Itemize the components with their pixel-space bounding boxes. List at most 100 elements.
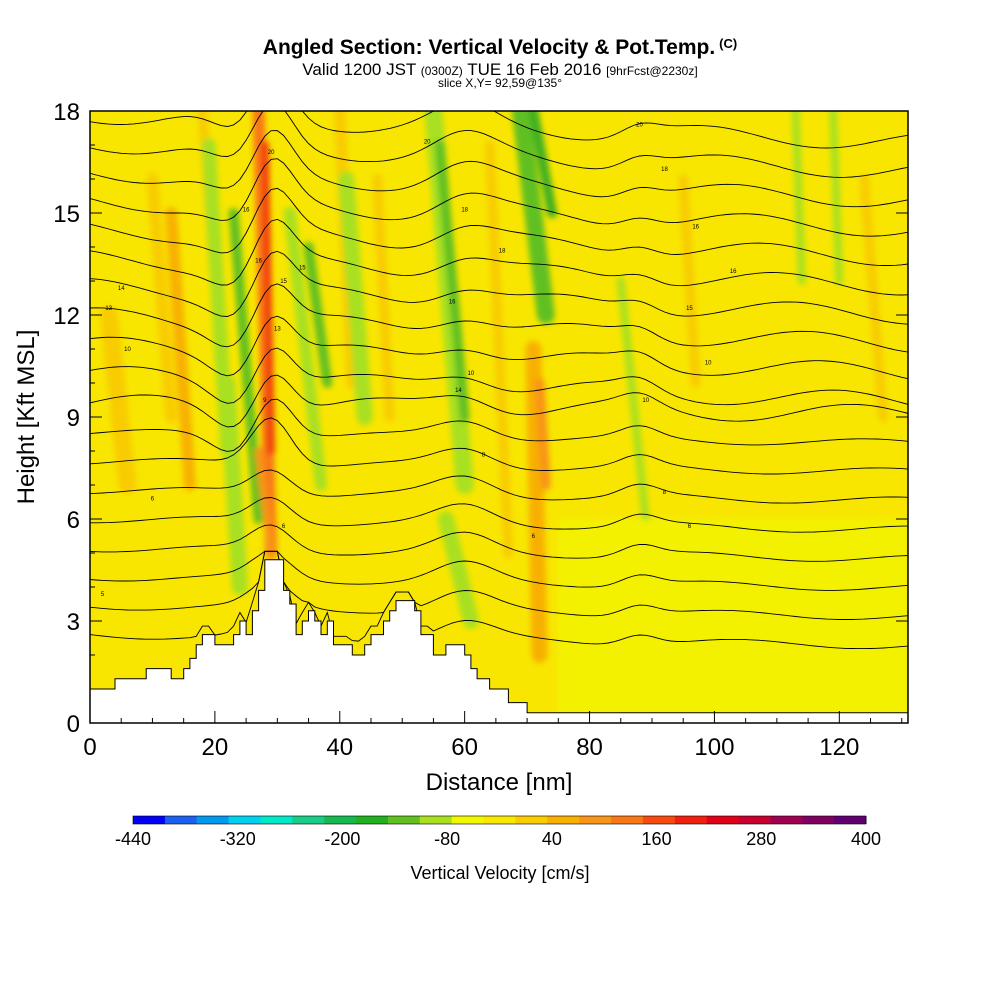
- colorbar-swatch: [356, 816, 389, 824]
- colorbar-tick-label: -80: [434, 829, 460, 849]
- contour-label: 10: [705, 361, 712, 367]
- y-tick-label: 12: [53, 303, 80, 330]
- contour-label: 13: [274, 327, 281, 333]
- colorbar-swatch: [579, 816, 612, 824]
- theta-contour: [90, 250, 908, 325]
- contour-label: 5: [101, 592, 105, 598]
- contour-label: 15: [299, 265, 306, 271]
- theta-contour: [90, 497, 908, 533]
- colorbar-swatch: [164, 816, 198, 824]
- contour-label: 8: [663, 490, 667, 496]
- title-unit-tag: (C): [719, 36, 738, 51]
- colorbar-swatch: [228, 816, 261, 824]
- contour-label: 10: [124, 347, 131, 353]
- theta-contour: [90, 315, 908, 380]
- theta-contour: [90, 218, 908, 296]
- colorbar-swatch: [611, 816, 644, 824]
- colorbar-swatch: [451, 816, 485, 824]
- velocity-band: [616, 277, 650, 523]
- theta-contour: [90, 347, 908, 406]
- colorbar-swatch: [802, 816, 835, 824]
- velocity-band: [678, 174, 701, 388]
- contour-label: 16: [692, 225, 699, 231]
- velocity-band: [434, 140, 470, 422]
- contour-label: 16: [243, 208, 250, 214]
- velocity-band: [165, 207, 196, 491]
- velocity-band: [829, 111, 844, 285]
- colorbar-swatch: [738, 816, 771, 824]
- colorbar-swatch: [324, 816, 357, 824]
- contour-label: 15: [686, 306, 693, 312]
- y-tick-label: 0: [67, 711, 80, 738]
- x-tick-label: 40: [326, 734, 353, 761]
- velocity-band: [283, 207, 328, 491]
- colorbar: -440 -320 -200 -80 40 160 280 400: [115, 815, 881, 849]
- velocity-band: [511, 111, 555, 324]
- x-tick-label: 0: [83, 734, 96, 761]
- theta-contour: [90, 283, 908, 353]
- colorbar-tick-label: 160: [642, 829, 672, 849]
- contour-label: 6: [532, 534, 536, 540]
- x-tick-label: 20: [202, 734, 229, 761]
- contour-label: 6: [688, 524, 692, 530]
- contour-label: 16: [255, 259, 262, 265]
- velocity-band: [484, 140, 514, 558]
- velocity-band: [99, 306, 137, 494]
- theta-contour: [90, 374, 908, 428]
- x-tick-label: 60: [451, 734, 478, 761]
- x-axis: 0 20 40 60 80 100 120: [83, 711, 903, 761]
- velocity-band: [219, 375, 248, 595]
- colorbar-tick-label: -440: [115, 829, 151, 849]
- velocity-band: [525, 341, 548, 663]
- contour-labels: 5 6 10 13 14 9 6 13 15 15 16 16 20 20 18 18 16 14 10 8 6 20 18…: [101, 123, 737, 598]
- velocity-band: [791, 111, 806, 285]
- velocity-band: [859, 174, 889, 422]
- colorbar-swatch: [196, 816, 230, 824]
- forecast-info: [9hrFcst@2230z]: [606, 64, 698, 78]
- slice-info: slice X,Y= 92,59@135°: [437, 76, 563, 90]
- theta-contour: [90, 469, 908, 504]
- contour-label: 16: [449, 299, 456, 305]
- contour-label: 20: [268, 150, 275, 156]
- theta-contour: [90, 550, 908, 650]
- field-region: [558, 519, 908, 723]
- colorbar-label: Vertical Velocity [cm/s]: [410, 863, 590, 883]
- contour-label: 14: [455, 388, 462, 394]
- contour-label: 18: [499, 248, 506, 254]
- colorbar-swatch: [706, 816, 740, 824]
- velocity-band: [146, 173, 178, 423]
- colorbar-swatch: [483, 816, 516, 824]
- theta-contour: [90, 524, 908, 562]
- theta-contour: [90, 417, 908, 475]
- contour-label: 20: [424, 140, 431, 146]
- colorbar-swatch: [260, 816, 293, 824]
- colorbar-swatch: [642, 816, 676, 824]
- y-tick-label: 15: [53, 201, 80, 228]
- y-tick-label: 18: [53, 99, 80, 126]
- y-tick-label: 6: [67, 507, 80, 534]
- y-axis-label: Height [Kft MSL]: [13, 330, 40, 505]
- contour-label: 16: [730, 269, 737, 275]
- colorbar-swatch: [515, 816, 548, 824]
- colorbar-swatch: [292, 816, 325, 824]
- terrain-mask: [89, 559, 909, 724]
- contour-label: 20: [636, 123, 643, 129]
- colorbar-frame: [132, 815, 867, 825]
- chart-title-text: Angled Section: Vertical Velocity & Pot.…: [262, 36, 716, 59]
- velocity-field: [90, 111, 908, 723]
- x-axis-label: Distance [nm]: [426, 769, 573, 796]
- contour-label: 10: [468, 371, 475, 377]
- colorbar-tick-label: -200: [324, 829, 360, 849]
- theta-contour: [90, 550, 908, 591]
- x-tick-label: 80: [576, 734, 603, 761]
- velocity-band: [528, 111, 558, 218]
- contour-label: 6: [151, 497, 155, 503]
- colorbar-swatch: [770, 816, 803, 824]
- colorbar-tick-label: 40: [542, 829, 562, 849]
- colorbar-tick-label: -320: [220, 829, 256, 849]
- x-tick-label: 100: [694, 734, 734, 761]
- valid-time-line: Valid 1200 JST (0300Z) TUE 16 Feb 2016 […: [0, 60, 1000, 80]
- potential-temperature-contours: [90, 111, 908, 650]
- contour-label: 8: [482, 452, 486, 458]
- theta-contour: [90, 550, 908, 620]
